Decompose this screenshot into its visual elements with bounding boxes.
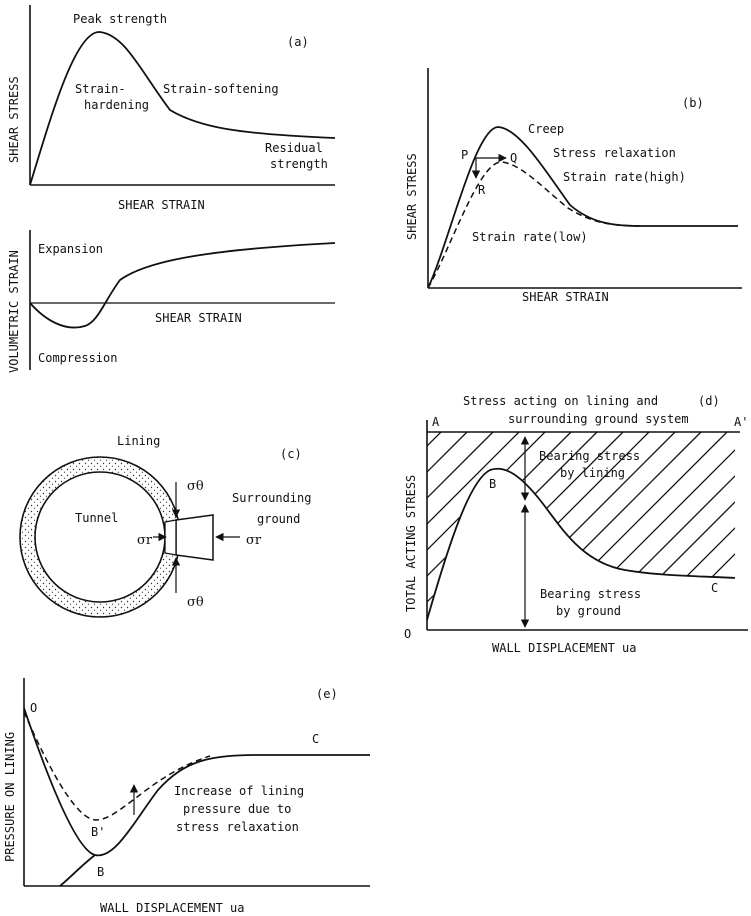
panel-a-compression-label: Compression (38, 351, 117, 365)
panel-e-note-3: stress relaxation (176, 820, 299, 834)
panel-d-lining-label-2: by lining (560, 466, 625, 480)
panel-d-y-label: TOTAL ACTING STRESS (404, 475, 418, 612)
panel-d-a-label: A (432, 415, 440, 429)
hatch-line (207, 432, 415, 640)
panel-c: (c) Lining Tunnel Surrounding ground σθ … (19, 434, 311, 618)
panel-e-note-2: pressure due to (183, 802, 291, 816)
panel-d-c-label: C (711, 581, 718, 595)
panel-b-y-label: SHEAR STRESS (405, 153, 419, 240)
panel-d-tag: (d) (698, 394, 720, 408)
panel-e-y-label: PRESSURE ON LINING (3, 732, 17, 862)
hatch-line (427, 432, 520, 620)
panel-a-hardening-label-2: hardening (84, 98, 149, 112)
hatch-line (427, 432, 572, 620)
panel-e-x-label: WALL DISPLACEMENT ua (100, 901, 245, 915)
panel-b-x-label: SHEAR STRAIN (522, 290, 609, 304)
surrounding-label-2: ground (257, 512, 300, 526)
panel-d-b-label: B (489, 477, 496, 491)
hatch-line (648, 432, 735, 620)
sigma-r-left-label: σr (137, 533, 153, 548)
panel-d-o-label: O (404, 627, 411, 641)
panel-a-vol-y-label: VOLUMETRIC STRAIN (7, 250, 21, 373)
panel-a-hardening-label-1: Strain- (75, 82, 126, 96)
tunnel-label: Tunnel (75, 511, 118, 525)
panel-b-r-label: R (478, 183, 486, 197)
panel-d-ground-curve (426, 467, 736, 621)
panel-b-p-label: P (461, 148, 468, 162)
hatch-line (700, 432, 735, 620)
panel-d-title-1: Stress acting on lining and (463, 394, 658, 408)
panel-b-low-rate-curve (427, 161, 641, 289)
panel-a-expansion-label: Expansion (38, 242, 103, 256)
panel-b-relaxation-label: Stress relaxation (553, 146, 676, 160)
panel-a-peak-label: Peak strength (73, 12, 167, 26)
panel-d-a-prime-label: A' (734, 415, 748, 429)
hatch-line (427, 432, 468, 620)
panel-d-ground-label-1: Bearing stress (540, 587, 641, 601)
panel-a-volumetric-curve (29, 242, 336, 329)
panel-e-tag: (e) (316, 687, 338, 701)
sigma-r-right-label: σr (246, 533, 262, 548)
panel-b-high-rate-label: Strain rate(high) (563, 170, 686, 184)
panel-a-stress-curve (29, 31, 336, 186)
panel-e-solid-curve (23, 707, 370, 857)
hatch-line (427, 432, 494, 620)
panel-e-c-label: C (312, 732, 319, 746)
panel-b-low-rate-label: Strain rate(low) (472, 230, 588, 244)
lining-label: Lining (117, 434, 160, 448)
panel-b-tag: (b) (682, 96, 704, 110)
sigma-theta-bottom-label: σθ (187, 595, 204, 610)
panel-a-tag: (a) (287, 35, 309, 49)
hatch-line (518, 432, 728, 620)
panel-a-y-label: SHEAR STRESS (7, 76, 21, 163)
hatch-line (726, 432, 735, 620)
panel-e-dashed-curve (23, 711, 211, 821)
panel-d-lining-label-1: Bearing stress (539, 449, 640, 463)
panel-e-o-label: O (30, 701, 37, 715)
hatch-line (674, 432, 735, 620)
panel-a: (a) SHEAR STRESS SHEAR STRAIN Peak stren… (7, 5, 336, 373)
panel-a-residual-label-1: Residual (265, 141, 323, 155)
panel-d-x-label: WALL DISPLACEMENT ua (492, 641, 637, 655)
panel-c-tag: (c) (280, 447, 302, 461)
panel-e-b-prime-label: B' (91, 825, 105, 839)
panel-a-residual-label-2: strength (270, 157, 328, 171)
panel-e-b-label: B (97, 865, 104, 879)
sigma-theta-top-label: σθ (187, 479, 204, 494)
panel-a-softening-label: Strain-softening (163, 82, 279, 96)
lining-element (164, 519, 177, 556)
panel-b-q-label: Q (510, 151, 517, 165)
panel-b-creep-label: Creep (528, 122, 564, 136)
panel-a-x-label: SHEAR STRAIN (118, 198, 205, 212)
panel-b: (b) SHEAR STRESS SHEAR STRAIN P Q R Cree… (405, 68, 742, 304)
surrounding-label-1: Surrounding (232, 491, 311, 505)
lining-hatching (207, 432, 735, 640)
panel-e-solid-tail (59, 854, 96, 887)
ground-element (175, 514, 214, 561)
panel-d-title-2: surrounding ground system (508, 412, 689, 426)
panel-e: (e) PRESSURE ON LINING WALL DISPLACEMENT… (3, 678, 370, 915)
panel-d-ground-label-2: by ground (556, 604, 621, 618)
hatch-line (427, 432, 546, 620)
panel-e-note-1: Increase of lining (174, 784, 304, 798)
panel-a-vol-x-label: SHEAR STRAIN (155, 311, 242, 325)
hatch-line (622, 432, 735, 620)
